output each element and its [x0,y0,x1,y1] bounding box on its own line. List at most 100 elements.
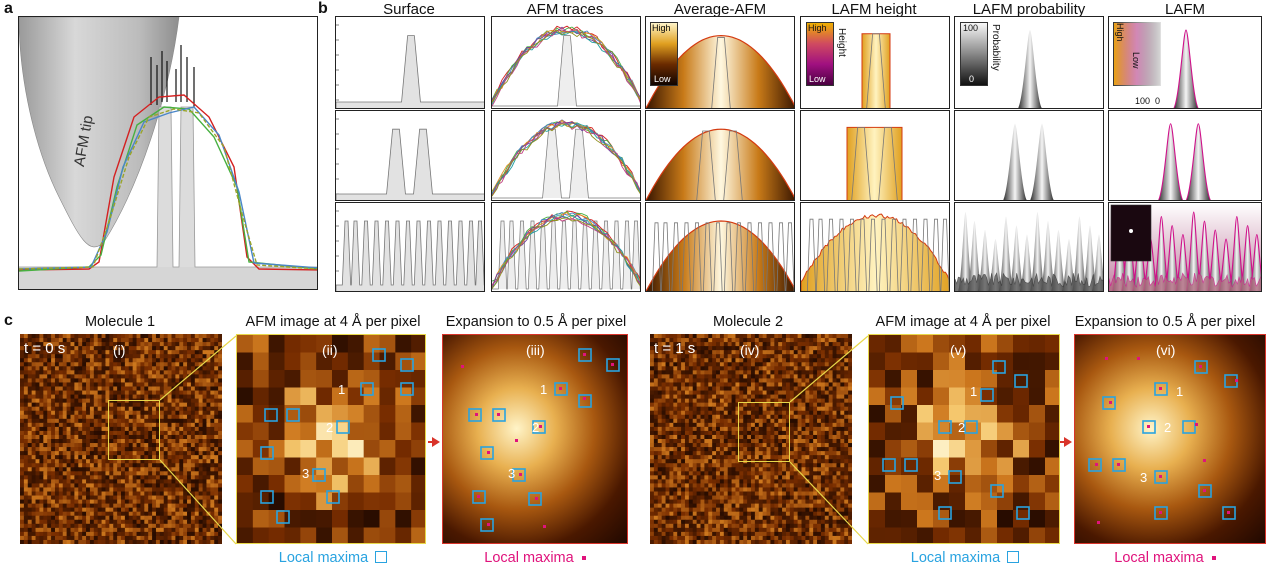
local-maximum-dot [559,387,562,390]
local-maximum-dot [1227,511,1230,514]
local-maximum-square [260,490,274,504]
probability-peak [998,216,1014,291]
local-maximum-square [992,360,1006,374]
legend-local-maxima-blue-2: Local maxima [880,550,1050,566]
col-title-lafm-height: LAFM height [831,1,917,18]
c-title-afm-image-2: AFM image at 4 Å per pixel [875,314,1051,330]
local-maximum-square [372,348,386,362]
local-maximum-square [286,408,300,422]
panel-b-cell-average-afm-row1 [645,16,795,109]
local-maximum-square [1154,382,1168,396]
roman-label-iii: (iii) [526,342,545,358]
marker-number-3: 3 [302,466,310,481]
probability-peak [1157,123,1184,200]
local-maximum-square [260,446,274,460]
panel-a-figure: AFM tip [18,16,318,290]
legend-pink-text: Local maxima [484,550,574,566]
marker-number-1: 1 [970,384,978,399]
local-maximum-dot [475,413,478,416]
marker-number-1: 1 [338,382,346,397]
square-marker-icon [375,551,388,563]
panel-b-cell-lafm-probability-row2 [954,110,1104,201]
marker-number-3: 3 [934,468,942,483]
local-maximum-square [1142,420,1156,434]
panel-b-plot [646,128,794,200]
prob-legend-axis: Probability [990,24,1001,71]
probability-peak [958,212,973,291]
afm-trace [492,30,640,105]
roman-label-i: (i) [113,342,126,358]
panel-b-plot [646,220,794,291]
c-title-molecule-1: Molecule 1 [84,314,156,330]
panel-b-plot [336,210,484,291]
col-title-surface: Surface [383,1,435,18]
lafm-legend-high: High [1115,23,1125,42]
time-label-t0: t = 0 s [24,340,66,357]
roman-label-v: (v) [950,342,967,358]
probability-peak [1040,221,1056,291]
local-maximum-square [400,358,414,372]
local-maximum-square [890,396,904,410]
lafm-legend-min: 0 [1155,96,1161,106]
marker-number-2: 2 [1164,420,1172,435]
col-title-lafm: LAFM [1164,1,1205,18]
afm-trace [492,122,640,197]
local-maximum-square [882,458,896,472]
panel-label-a: a [4,0,13,17]
marker-number-3: 3 [508,466,516,481]
lafm-legend-max: 100 [1135,96,1151,106]
probability-peak [1009,225,1024,291]
panel-b-plot [492,119,640,199]
local-maximum-square [1016,506,1030,520]
local-maximum-square [1102,396,1116,410]
panel-b-plot [861,33,891,108]
marker-number-2: 2 [326,420,334,435]
local-maximum-dot [1159,475,1162,478]
expansion-image-2 [1074,334,1266,544]
panel-b-plot [492,210,640,290]
lafm-combined-legend: High Low 100 0 [1113,22,1161,106]
local-maximum-square [578,394,592,408]
panel-label-b: b [318,0,328,17]
panel-b-plot [336,118,484,200]
panel-b-cell-average-afm-row2 [645,110,795,201]
probability-peak [1019,234,1035,291]
afm-trace [492,123,640,197]
marker-number-2: 2 [958,420,966,435]
legend-pink-text-2: Local maxima [1114,550,1204,566]
local-maximum-square [360,382,374,396]
height-legend-low: Low [809,74,826,84]
c-title-afm-image-1: AFM image at 4 Å per pixel [245,314,421,330]
local-maximum-dot [487,523,490,526]
height-legend-axis: Height [836,28,847,57]
afm-4A-image-1 [236,334,426,544]
local-maximum-square [400,382,414,396]
local-maximum-dot [539,425,542,428]
roman-label-iv: (iv) [740,342,760,358]
local-maximum-square [492,408,506,422]
panel-b-cell-afm-traces-row2 [491,110,641,201]
local-maximum-square [468,408,482,422]
legend-local-maxima-blue: Local maxima [248,550,418,566]
col-title-lafm-probability: LAFM probability [972,1,1086,18]
roman-label-vi: (vi) [1156,342,1176,358]
panel-b-cell-surface-row1 [335,16,485,109]
local-maximum-square [1112,458,1126,472]
local-maximum-dot [515,439,518,442]
panel-b-cell-lafm-height-row2 [800,110,950,201]
local-maximum-dot [611,363,614,366]
panel-b-cell-lafm-row3 [1108,202,1262,292]
c-title-expansion-1: Expansion to 0.5 Å per pixel [445,314,627,330]
legend-local-maxima-pink-2: Local maxima [1080,550,1250,566]
afm-tip-shape [19,17,180,248]
local-maximum-square [336,420,350,434]
roman-label-ii: (ii) [322,342,338,358]
local-maximum-square [980,388,994,402]
local-maximum-square [938,420,952,434]
probability-peak [1003,123,1027,200]
probability-peak [1185,123,1212,200]
local-maximum-dot [1203,459,1206,462]
prob-legend-max: 100 [963,23,979,33]
probability-peak [967,221,982,291]
local-maximum-dot [1147,425,1150,428]
